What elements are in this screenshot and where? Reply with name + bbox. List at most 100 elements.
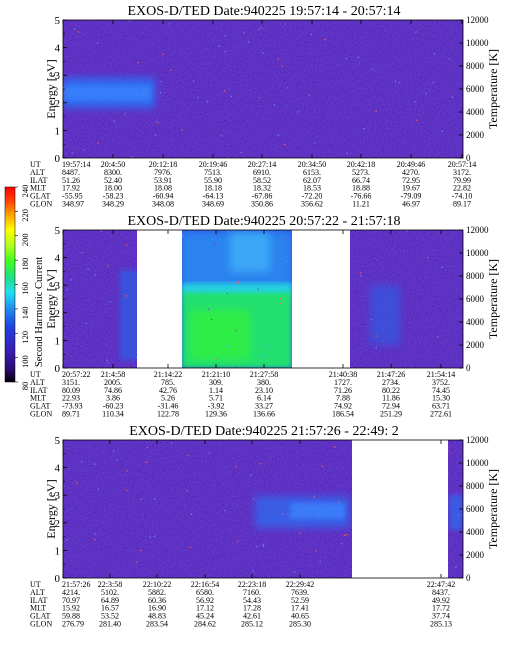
orbit-cell: 3151. [62,378,80,387]
orbit-cell: 17.41 [291,604,309,613]
panel-3-axes: 0 1 2 3 4 5 0 2000 4000 6000 8000 10000 12000 [55,435,490,585]
orbit-cell: 7.88 [336,394,350,403]
speckle [458,514,460,516]
orbit-cell: 4270. [402,168,420,177]
orbit-cell: 356.62 [301,200,323,209]
speckle [229,88,231,90]
orbit-cell: 20:4:50 [101,160,125,169]
speckle [203,67,205,70]
orbit-cell: 5882. [148,588,166,597]
orbit-cell: 66.74 [352,176,370,185]
orbit-cell: 74.86 [104,386,122,395]
panel-3: EXOS-D/TED Date:940225 21:57:26 - 22:49:… [30,424,500,629]
orbit-cell: 136.66 [253,410,275,419]
panel-2-title: EXOS-D/TED Date:940225 20:57:22 - 21:57:… [128,214,401,229]
speckle [224,35,226,37]
panel-1-y2label: Temperature [K] [486,49,500,129]
speckle [154,498,156,500]
speckle [284,23,287,25]
orbit-cell: 17.28 [243,604,261,613]
orbit-cell: 284.62 [194,620,216,629]
orbit-row-label: GLON [30,200,52,209]
panel-1-axes: 0 1 2 3 4 5 0 2000 4000 6000 8000 10000 12000 [55,15,490,165]
y-tick-label: 2 [55,308,61,320]
y2-tick-label: 6000 [466,84,485,94]
orbit-cell: 74.45 [432,386,450,395]
orbit-cell: 348.97 [62,200,84,209]
speckle [314,142,316,144]
speckle [256,492,258,494]
orbit-cell: 18.32 [253,184,271,193]
panel-2-spectrogram [63,230,463,368]
orbit-cell: 56.92 [196,596,214,605]
speckle [425,319,428,321]
speckle [258,28,260,31]
speckle [147,574,149,576]
orbit-row-label: GLON [30,410,52,419]
speckle [414,101,416,103]
speckle [126,489,128,491]
speckle [75,254,77,256]
orbit-cell: 64.89 [101,596,119,605]
orbit-cell: -73.93 [62,402,83,411]
y2-tick-label: 4000 [466,527,485,537]
panel-2-gap-1 [137,230,182,368]
speckle [279,302,281,305]
orbit-cell: 37.74 [432,612,450,621]
speckle [287,87,289,89]
orbit-cell: 5102. [101,588,119,597]
orbit-cell: 6580. [196,588,214,597]
y-tick-label: 0 [55,363,61,375]
speckle [154,535,156,537]
speckle [346,534,348,536]
speckle [124,113,126,115]
speckle [114,289,116,291]
speckle [235,280,237,282]
speckle [197,96,199,98]
speckle [236,270,238,272]
speckle [66,539,68,541]
speckle [415,31,417,33]
orbit-cell: 42.76 [159,386,177,395]
colorbar-ticks: 80 100 120 140 160 180 200 220 240 [15,185,30,390]
orbit-cell: 251.29 [380,410,402,419]
colorbar-scale [4,186,16,383]
speckle [192,80,195,82]
speckle [315,550,317,552]
y-tick-label: 1 [55,125,61,137]
orbit-cell: -76.66 [351,192,372,201]
speckle [340,543,343,545]
speckle [72,278,75,280]
orbit-cell: 23.10 [255,386,273,395]
speckle [63,87,65,89]
speckle [455,566,457,568]
orbit-cell: 20:42:18 [347,160,375,169]
orbit-cell: 309. [209,378,223,387]
speckle [240,151,242,154]
orbit-cell: 3172. [453,168,471,177]
y-tick-label: 4 [55,253,61,265]
speckle [260,463,262,465]
speckle [248,41,250,43]
y2-tick-label: 12000 [466,225,489,235]
orbit-cell: 281.40 [99,620,121,629]
colorbar-tick-label: 100 [20,355,30,368]
orbit-cell: 21:47:26 [377,370,405,379]
speckle [107,265,109,267]
speckle [334,446,336,448]
orbit-cell: 89.17 [453,200,471,209]
panel-1-band-core [63,86,151,100]
speckle [228,471,230,473]
y2-tick-label: 2000 [466,340,485,350]
speckle [292,511,294,513]
panel-2-ylabel: Energy [eV] [44,269,58,328]
speckle [216,235,218,237]
speckle [284,144,286,146]
speckle [257,288,259,290]
speckle [263,543,265,545]
y2-tick-label: 2000 [466,550,485,560]
speckle [94,274,96,276]
speckle [277,134,280,136]
speckle [128,269,130,272]
orbit-cell: 2734. [382,378,400,387]
